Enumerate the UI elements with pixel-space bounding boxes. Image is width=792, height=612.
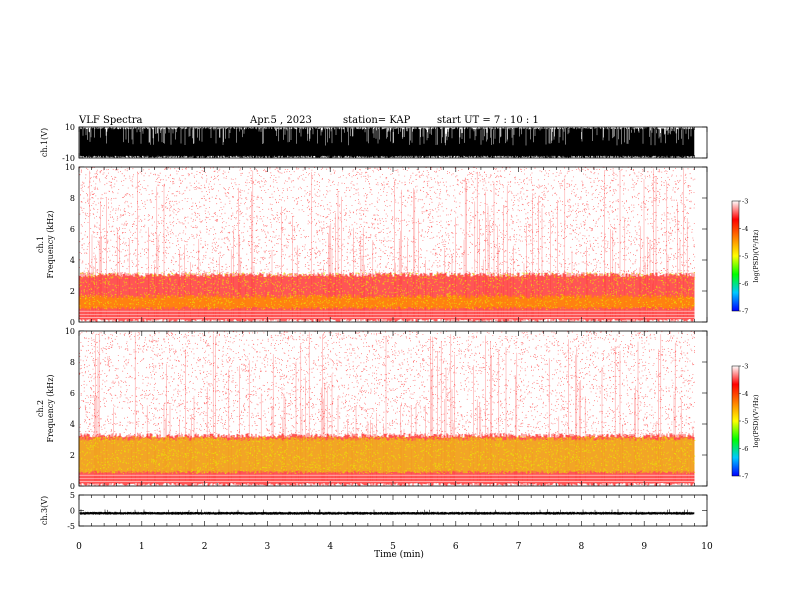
y-tick-label: 0 [70, 318, 75, 327]
spectrogram-highlights [79, 435, 696, 475]
y-tick-label: 4 [70, 256, 75, 265]
y-axis-label: Frequency (kHz) [46, 374, 55, 442]
colorbar-tick-label: -5 [742, 253, 748, 261]
date-label: Apr.5 , 2023 [249, 115, 312, 126]
colorbar-tick-label: -5 [742, 418, 748, 426]
colorbar-tick-label: -3 [742, 363, 748, 371]
ch2-spectrogram-panel: 0 2 4 6 8 10 ch.2 Frequency (kHz) [36, 327, 708, 491]
panel-frame [78, 494, 708, 527]
y-tick-label: 6 [70, 389, 75, 398]
y-tick-label: -10 [62, 154, 75, 163]
panel-frame [78, 166, 708, 323]
y-tick-label: 4 [70, 420, 75, 429]
ch2-colorbar: -3 -4 -5 -6 -7 log(PSD)(V²/Hz) [731, 363, 760, 481]
y-axis-label: ch.1 [36, 236, 45, 253]
start-ut-label: start UT = 7 : 10 : 1 [437, 115, 539, 126]
spectrogram-speckle [79, 166, 696, 276]
colorbar-tick-label: -7 [742, 308, 748, 316]
colorbar-tick-label: -4 [742, 390, 748, 398]
x-tick-label: 1 [139, 542, 145, 552]
y-axis-label: ch.3(V) [40, 496, 49, 525]
y-tick-label: 10 [65, 123, 75, 132]
ch1-colorbar: -3 -4 -5 -6 -7 log(PSD)(V²/Hz) [731, 198, 760, 316]
x-tick-label: 2 [202, 542, 208, 552]
waveform-trace [79, 509, 695, 515]
x-tick-label: 0 [76, 542, 82, 552]
y-tick-label: 0 [70, 482, 75, 491]
x-tick-label: 7 [516, 542, 522, 552]
ch1-spectrogram-panel: 0 2 4 6 8 10 ch.1 Frequency (kHz) [36, 163, 708, 327]
y-axis-label: ch.1(V) [40, 128, 49, 157]
y-tick-label: 2 [70, 451, 75, 460]
ch3-waveform-panel: 5 0 -5 ch.3(V) [40, 491, 708, 531]
colorbar-scale [731, 200, 740, 312]
y-tick-label: 8 [70, 358, 75, 367]
x-tick-label: 8 [579, 542, 585, 552]
colorbar-label: log(PSD)(V²/Hz) [752, 394, 760, 447]
waveform-trace [79, 127, 695, 158]
colorbar-tick-label: -4 [742, 225, 748, 233]
time-axis: 0 1 2 3 4 5 6 7 8 9 10 [76, 542, 713, 552]
station-label: station= KAP [343, 115, 411, 126]
colorbar-tick-label: -6 [742, 280, 748, 288]
x-tick-label: 4 [327, 542, 333, 552]
y-axis-label: Frequency (kHz) [46, 210, 55, 278]
x-tick-label: 9 [641, 542, 647, 552]
colorbar-label: log(PSD)(V²/Hz) [752, 229, 760, 282]
y-tick-label: 0 [70, 507, 75, 516]
y-axis-label: ch.2 [36, 400, 45, 417]
y-tick-label: 10 [65, 327, 75, 336]
colorbar-tick-label: -6 [742, 445, 748, 453]
spectrogram-speckle [79, 330, 695, 440]
y-tick-label: 8 [70, 194, 75, 203]
x-axis-label: Time (min) [374, 549, 424, 560]
x-tick-label: 6 [453, 542, 459, 552]
ch1-waveform-panel: 10 -10 ch.1(V) [40, 123, 708, 163]
y-tick-label: 5 [70, 491, 75, 500]
figure-title: VLF Spectra [78, 115, 143, 126]
panel-frame [78, 330, 708, 487]
colorbar-scale [731, 365, 740, 477]
panel-frame [78, 126, 708, 159]
y-tick-label: 2 [70, 287, 75, 296]
x-tick-label: 5 [390, 542, 396, 552]
colorbar-tick-label: -7 [742, 473, 748, 481]
y-tick-label: -5 [67, 522, 75, 531]
x-tick-label: 3 [265, 542, 271, 552]
colorbar-tick-label: -3 [742, 198, 748, 206]
x-tick-label: 10 [701, 542, 713, 552]
y-tick-label: 6 [70, 225, 75, 234]
spectrogram-highlights [79, 271, 696, 311]
y-tick-label: 10 [65, 163, 75, 172]
